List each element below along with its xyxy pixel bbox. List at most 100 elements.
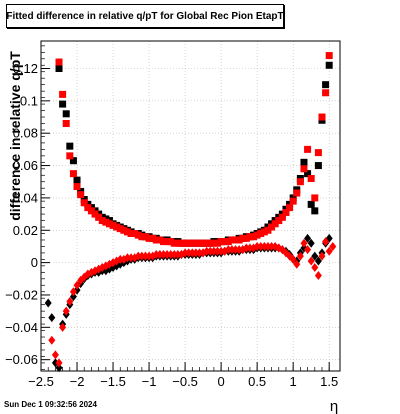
data-point-square <box>62 120 70 127</box>
data-point-square <box>170 239 178 247</box>
data-point-square <box>214 239 222 247</box>
plot-frame <box>40 40 341 372</box>
data-point-diamond <box>73 280 81 290</box>
data-point-diamond <box>127 253 135 263</box>
data-point-square <box>109 221 117 229</box>
data-point-diamond <box>192 248 200 258</box>
x-tick-label: −2 <box>70 374 85 389</box>
data-markers <box>44 52 337 373</box>
data-point-square <box>304 170 312 178</box>
data-point-diamond <box>314 271 322 281</box>
data-point-square <box>69 157 77 165</box>
data-point-square <box>66 142 74 150</box>
data-point-diamond <box>141 251 149 261</box>
data-point-diamond <box>203 246 211 256</box>
data-point-square <box>203 239 211 247</box>
data-point-diamond <box>264 241 272 251</box>
data-point-square <box>95 213 103 221</box>
data-point-square <box>185 239 193 247</box>
data-point-square <box>87 207 95 215</box>
data-point-diamond <box>167 250 175 260</box>
timestamp: Sun Dec 1 09:32:56 2024 <box>4 400 97 409</box>
data-point-diamond <box>55 358 63 368</box>
data-point-square <box>221 238 229 246</box>
data-point-diamond <box>170 250 178 260</box>
data-point-square <box>300 165 308 173</box>
data-point-diamond <box>311 251 319 261</box>
data-point-diamond <box>59 322 67 332</box>
data-point-diamond <box>217 246 225 256</box>
data-point-diamond <box>257 241 265 251</box>
data-point-diamond <box>210 246 218 256</box>
data-point-square <box>80 199 88 207</box>
data-point-square <box>77 191 85 199</box>
data-point-diamond <box>145 251 153 261</box>
data-point-square <box>181 239 189 247</box>
y-tick-label: −0.02 <box>5 287 38 302</box>
data-point-diamond <box>62 306 70 316</box>
x-tick-label: 0 <box>218 374 225 389</box>
data-point-square <box>192 239 200 247</box>
data-point-square <box>167 238 175 246</box>
data-point-diamond <box>289 254 297 264</box>
data-point-square <box>91 210 99 218</box>
data-point-square <box>196 239 204 247</box>
data-point-square <box>278 213 286 221</box>
data-point-square <box>206 239 214 247</box>
data-point-diamond <box>152 250 160 260</box>
y-tick-label: 0 <box>31 255 38 270</box>
data-point-diamond <box>134 251 142 261</box>
x-tick-label: −1.5 <box>100 374 126 389</box>
data-point-square <box>314 149 322 157</box>
data-point-diamond <box>51 358 59 368</box>
data-point-diamond <box>293 259 301 269</box>
title-box: Fitted difference in relative q/pT for G… <box>6 4 284 28</box>
data-point-square <box>293 189 301 197</box>
data-point-square <box>102 218 110 226</box>
data-point-square <box>62 110 70 118</box>
data-point-diamond <box>224 245 232 255</box>
data-point-square <box>127 230 135 237</box>
data-point-square <box>228 236 236 244</box>
data-point-square <box>325 52 333 60</box>
data-point-square <box>286 204 294 212</box>
data-point-square <box>217 238 225 246</box>
data-point-square <box>156 236 164 244</box>
data-point-diamond <box>159 250 167 260</box>
data-point-diamond <box>55 363 63 373</box>
data-point-square <box>59 100 67 108</box>
y-tick-label: 0.06 <box>13 158 38 173</box>
data-point-square <box>322 81 330 89</box>
data-point-diamond <box>322 237 330 247</box>
data-point-diamond <box>235 245 243 255</box>
data-point-square <box>120 226 128 234</box>
data-point-diamond <box>304 245 312 255</box>
data-point-square <box>232 236 240 244</box>
data-point-square <box>260 228 268 236</box>
data-point-square <box>145 234 153 242</box>
data-point-square <box>73 183 81 191</box>
data-point-square <box>311 207 319 215</box>
data-point-square <box>141 233 149 241</box>
data-point-diamond <box>116 254 124 264</box>
data-point-diamond <box>242 243 250 253</box>
y-tick-label: 0.1 <box>20 93 38 108</box>
data-point-square <box>242 234 250 242</box>
data-point-square <box>282 208 290 216</box>
data-point-square <box>66 152 74 160</box>
data-point-square <box>246 233 254 241</box>
data-point-square <box>177 239 185 247</box>
data-point-diamond <box>318 251 326 261</box>
data-point-diamond <box>66 296 74 306</box>
data-point-diamond <box>214 246 222 256</box>
data-point-square <box>307 200 315 208</box>
data-point-diamond <box>232 245 240 255</box>
data-point-square <box>318 113 326 121</box>
data-point-square <box>271 220 279 228</box>
data-point-diamond <box>307 238 315 248</box>
data-point-square <box>152 236 160 244</box>
data-point-square <box>250 233 258 241</box>
data-point-diamond <box>311 262 319 272</box>
x-tick-label: 1.5 <box>320 374 338 389</box>
data-point-square <box>257 230 265 237</box>
